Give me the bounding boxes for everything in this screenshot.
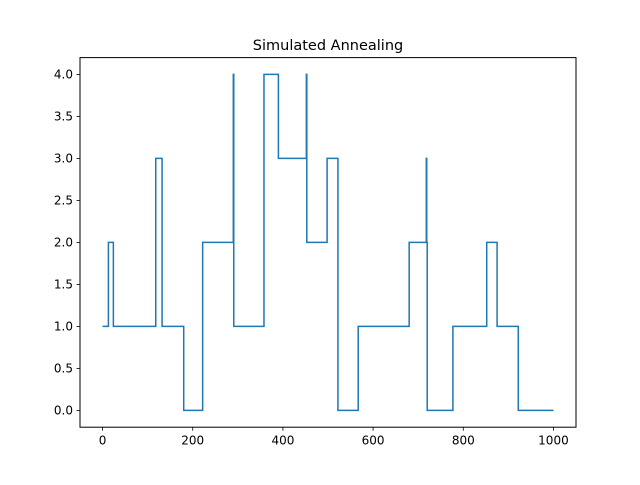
- x-tick-label: 600: [362, 434, 385, 448]
- x-tick-label: 1000: [538, 434, 569, 448]
- y-tick-label: 1.0: [54, 320, 73, 334]
- x-tick-label: 200: [181, 434, 204, 448]
- y-tick-label: 2.0: [54, 236, 73, 250]
- y-tick-label: 3.0: [54, 152, 73, 166]
- y-tick-label: 1.5: [54, 278, 73, 292]
- x-tick-label: 400: [271, 434, 294, 448]
- x-tick-label: 800: [452, 434, 475, 448]
- y-tick-label: 2.5: [54, 194, 73, 208]
- plot-area: [102, 73, 554, 412]
- y-axis: 0.0 0.5 1.0 1.5 2.0 2.5 3.0 3.5 4.0: [54, 68, 80, 418]
- x-axis: 0 200 400 600 800 1000: [99, 427, 569, 448]
- y-tick-label: 0.0: [54, 404, 73, 418]
- series-line-0: [102, 73, 554, 412]
- chart-title: Simulated Annealing: [253, 38, 403, 54]
- x-tick-label: 0: [99, 434, 107, 448]
- y-tick-label: 4.0: [54, 68, 73, 82]
- y-tick-label: 3.5: [54, 110, 73, 124]
- y-tick-label: 0.5: [54, 362, 73, 376]
